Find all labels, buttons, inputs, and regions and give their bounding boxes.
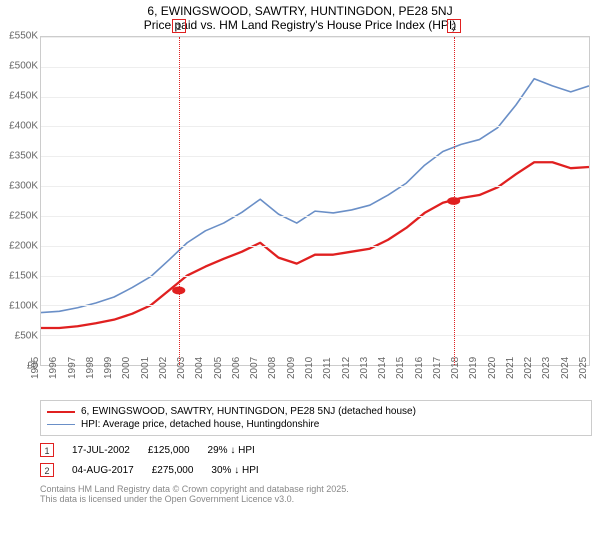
x-axis-label: 1997 xyxy=(66,357,77,379)
title-line-1: 6, EWINGSWOOD, SAWTRY, HUNTINGDON, PE28 … xyxy=(0,4,600,18)
sale-date-2: 04-AUG-2017 xyxy=(72,465,134,476)
x-axis-label: 2024 xyxy=(560,357,571,379)
sale-date-1: 17-JUL-2002 xyxy=(72,445,130,456)
sale-delta-2: 30% ↓ HPI xyxy=(211,465,258,476)
gridline-y xyxy=(41,37,589,38)
sale-row-2: 2 04-AUG-2017 £275,000 30% ↓ HPI xyxy=(40,460,592,480)
gridline-y xyxy=(41,67,589,68)
x-axis-label: 1999 xyxy=(103,357,114,379)
x-axis-label: 2012 xyxy=(340,357,351,379)
title-line-2: Price paid vs. HM Land Registry's House … xyxy=(0,18,600,32)
x-axis-label: 2008 xyxy=(267,357,278,379)
legend-row-property: 6, EWINGSWOOD, SAWTRY, HUNTINGDON, PE28 … xyxy=(47,405,585,418)
x-axis-label: 2022 xyxy=(523,357,534,379)
legend-swatch-hpi xyxy=(47,424,75,425)
x-axis-label: 2002 xyxy=(158,357,169,379)
x-axis-label: 2003 xyxy=(176,357,187,379)
chart-area: 1995199619971998199920002001200220032004… xyxy=(40,36,590,366)
x-axis-label: 2016 xyxy=(413,357,424,379)
legend-swatch-property xyxy=(47,411,75,413)
x-axis-label: 2019 xyxy=(468,357,479,379)
y-axis-label: £450K xyxy=(9,91,40,102)
attribution-line-1: Contains HM Land Registry data © Crown c… xyxy=(40,484,592,494)
x-axis-label: 2015 xyxy=(395,357,406,379)
sale-marker-box-2: 2 xyxy=(447,19,461,33)
attribution-line-2: This data is licensed under the Open Gov… xyxy=(40,494,592,504)
y-axis-label: £350K xyxy=(9,151,40,162)
legend: 6, EWINGSWOOD, SAWTRY, HUNTINGDON, PE28 … xyxy=(40,400,592,436)
y-axis-label: £300K xyxy=(9,181,40,192)
y-axis-label: £200K xyxy=(9,241,40,252)
y-axis-label: £550K xyxy=(9,31,40,42)
x-axis-label: 2020 xyxy=(487,357,498,379)
sale-price-1: £125,000 xyxy=(148,445,190,456)
plot-area: 1995199619971998199920002001200220032004… xyxy=(40,36,590,366)
x-axis-label: 2001 xyxy=(139,357,150,379)
sale-delta-1: 29% ↓ HPI xyxy=(208,445,255,456)
y-axis-label: £0 xyxy=(27,361,40,372)
x-axis-label: 2000 xyxy=(121,357,132,379)
x-axis-label: 2010 xyxy=(304,357,315,379)
y-axis-label: £150K xyxy=(9,271,40,282)
x-axis-label: 2011 xyxy=(323,357,334,379)
x-axis-label: 2021 xyxy=(505,357,516,379)
x-axis-label: 2013 xyxy=(359,357,370,379)
x-axis-label: 2018 xyxy=(450,357,461,379)
sale-marker-line-1 xyxy=(179,37,180,365)
y-axis-label: £100K xyxy=(9,301,40,312)
gridline-y xyxy=(41,276,589,277)
x-axis-label: 2004 xyxy=(194,357,205,379)
y-axis-label: £250K xyxy=(9,211,40,222)
gridline-y xyxy=(41,246,589,247)
sale-price-2: £275,000 xyxy=(152,465,194,476)
attribution: Contains HM Land Registry data © Crown c… xyxy=(40,484,592,504)
y-axis-label: £50K xyxy=(15,331,40,342)
gridline-y xyxy=(41,216,589,217)
gridline-y xyxy=(41,126,589,127)
gridline-y xyxy=(41,156,589,157)
chart-titles: 6, EWINGSWOOD, SAWTRY, HUNTINGDON, PE28 … xyxy=(0,0,600,32)
series-hpi xyxy=(41,79,589,313)
x-axis-label: 2025 xyxy=(578,357,589,379)
gridline-y xyxy=(41,186,589,187)
x-axis-label: 2005 xyxy=(213,357,224,379)
legend-row-hpi: HPI: Average price, detached house, Hunt… xyxy=(47,418,585,431)
series-svg xyxy=(41,37,589,365)
legend-label-hpi: HPI: Average price, detached house, Hunt… xyxy=(81,419,319,430)
sale-marker-box-1: 1 xyxy=(172,19,186,33)
y-axis-label: £400K xyxy=(9,121,40,132)
sales-table: 1 17-JUL-2002 £125,000 29% ↓ HPI 2 04-AU… xyxy=(40,440,592,480)
sale-row-1: 1 17-JUL-2002 £125,000 29% ↓ HPI xyxy=(40,440,592,460)
x-axis-label: 2014 xyxy=(377,357,388,379)
x-axis-label: 2023 xyxy=(541,357,552,379)
x-axis-label: 2009 xyxy=(286,357,297,379)
y-axis-label: £500K xyxy=(9,61,40,72)
gridline-y xyxy=(41,97,589,98)
gridline-y xyxy=(41,335,589,336)
gridline-y xyxy=(41,305,589,306)
sale-marker-1: 1 xyxy=(40,443,54,457)
x-axis-label: 1996 xyxy=(48,357,59,379)
legend-label-property: 6, EWINGSWOOD, SAWTRY, HUNTINGDON, PE28 … xyxy=(81,406,416,417)
x-axis-label: 2006 xyxy=(231,357,242,379)
x-axis-label: 1998 xyxy=(85,357,96,379)
sale-marker-line-2 xyxy=(454,37,455,365)
sale-marker-2: 2 xyxy=(40,463,54,477)
x-axis-label: 2017 xyxy=(432,357,443,379)
x-axis-label: 2007 xyxy=(249,357,260,379)
